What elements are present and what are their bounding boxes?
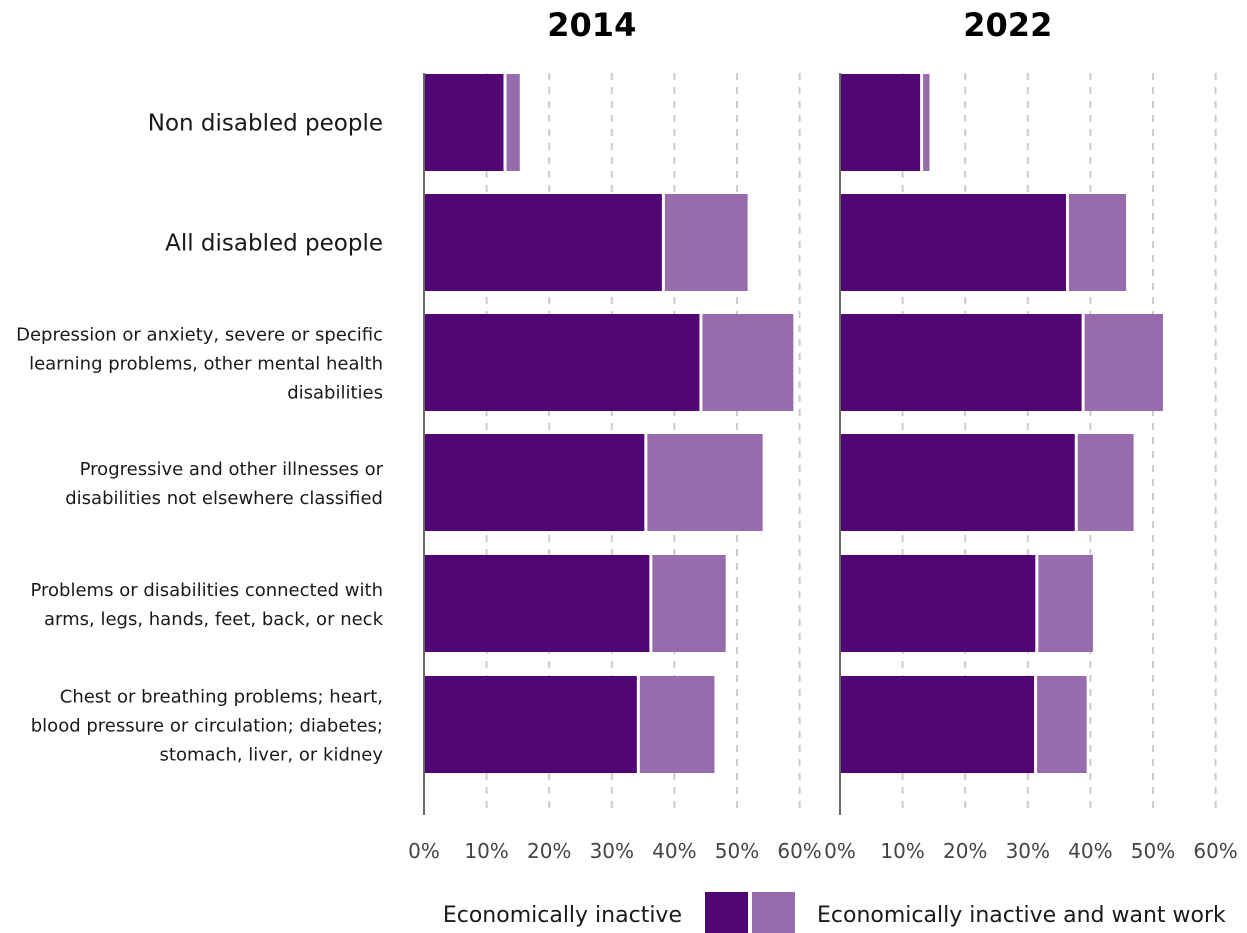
legend-label-inactive: Economically inactive: [443, 903, 682, 928]
x-tick-label-2014-4: 40%: [652, 839, 696, 863]
bar-want-work-2022-2: [1084, 314, 1164, 411]
x-tick-label-2014-3: 30%: [590, 839, 634, 863]
bar-inactive-2022-2: [840, 314, 1082, 411]
category-label-0-line-0: Non disabled people: [148, 111, 383, 137]
bar-want-work-2014-5: [639, 676, 715, 773]
x-tick-label-2022-0: 0%: [824, 839, 856, 863]
x-tick-label-2014-2: 20%: [527, 839, 571, 863]
x-tick-label-2022-6: 60%: [1193, 839, 1237, 863]
bar-want-work-2022-0: [923, 74, 930, 171]
category-label-3-line-0: Progressive and other illnesses or: [80, 459, 384, 480]
panel-title-2022: 2022: [963, 6, 1052, 44]
bar-want-work-2022-3: [1077, 434, 1134, 531]
category-label-2-line-1: learning problems, other mental health: [29, 354, 383, 375]
bar-inactive-2014-2: [424, 314, 700, 411]
category-label-5-line-1: blood pressure or circulation; diabetes;: [31, 716, 383, 737]
bar-inactive-2014-3: [424, 434, 645, 531]
bar-want-work-2014-1: [664, 194, 748, 291]
bar-want-work-2022-1: [1068, 194, 1127, 291]
bar-want-work-2014-0: [506, 74, 520, 171]
x-tick-label-2014-6: 60%: [777, 839, 821, 863]
bar-inactive-2022-1: [840, 194, 1066, 291]
category-label-4-line-0: Problems or disabilities connected with: [31, 580, 384, 601]
x-tick-label-2014-0: 0%: [408, 839, 440, 863]
bar-inactive-2014-0: [424, 74, 504, 171]
x-tick-label-2022-5: 50%: [1131, 839, 1175, 863]
bar-inactive-2022-0: [840, 74, 921, 171]
x-tick-label-2022-2: 20%: [943, 839, 987, 863]
bar-want-work-2014-2: [702, 314, 794, 411]
x-tick-label-2014-5: 50%: [715, 839, 759, 863]
bar-inactive-2022-4: [840, 555, 1036, 652]
category-label-4-line-1: arms, legs, hands, feet, back, or neck: [44, 609, 384, 630]
category-label-5-line-0: Chest or breathing problems; heart,: [60, 687, 383, 708]
x-tick-label-2014-1: 10%: [464, 839, 508, 863]
category-label-1-line-0: All disabled people: [165, 231, 383, 257]
x-tick-label-2022-3: 30%: [1006, 839, 1050, 863]
bar-want-work-2014-4: [652, 555, 726, 652]
legend-swatch-inactive: [705, 892, 748, 933]
category-label-5-line-2: stomach, liver, or kidney: [160, 745, 384, 766]
legend-swatch-want-work: [752, 892, 795, 933]
bar-inactive-2014-4: [424, 555, 650, 652]
category-label-2-line-0: Depression or anxiety, severe or specifi…: [16, 325, 383, 346]
panel-title-2014: 2014: [547, 6, 636, 44]
bar-want-work-2022-4: [1038, 555, 1093, 652]
bar-inactive-2022-3: [840, 434, 1075, 531]
bar-want-work-2022-5: [1037, 676, 1087, 773]
bar-want-work-2014-3: [647, 434, 763, 531]
bar-inactive-2014-5: [424, 676, 637, 773]
legend-label-want-work: Economically inactive and want work: [817, 903, 1226, 928]
bar-inactive-2022-5: [840, 676, 1035, 773]
x-tick-label-2022-4: 40%: [1068, 839, 1112, 863]
category-label-2-line-2: disabilities: [287, 383, 383, 404]
category-label-3-line-1: disabilities not elsewhere classified: [65, 488, 383, 509]
bar-inactive-2014-1: [424, 194, 662, 291]
x-tick-label-2022-1: 10%: [880, 839, 924, 863]
